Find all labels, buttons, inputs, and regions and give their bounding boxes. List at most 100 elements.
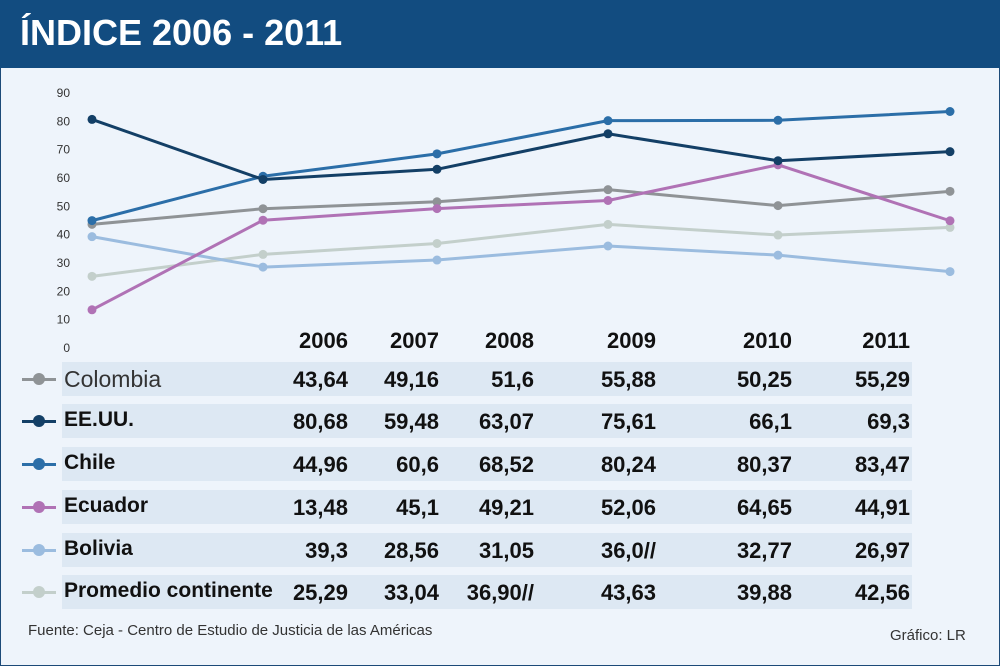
- y-tick-label: 40: [57, 228, 71, 242]
- data-point-colombia: [945, 186, 955, 196]
- data-point-bolivia: [773, 250, 783, 260]
- table-cell: 51,6: [491, 367, 534, 392]
- table-row: [62, 447, 912, 481]
- legend-marker-bolivia: [33, 544, 45, 556]
- data-point-ee-uu: [258, 174, 268, 184]
- table-cell: 42,56: [854, 580, 910, 605]
- y-tick-label: 30: [57, 256, 71, 270]
- series-line-bolivia: [91, 235, 951, 274]
- data-point-chile: [603, 116, 613, 126]
- year-header: 2007: [390, 328, 439, 353]
- data-point-colombia: [603, 185, 613, 195]
- table-cell: 43,64: [292, 367, 348, 392]
- year-header: 2009: [607, 328, 656, 353]
- y-tick-label: 50: [57, 199, 71, 213]
- table-cell: 44,91: [854, 495, 910, 520]
- series-line-ee-uu: [91, 117, 951, 181]
- table-row: [62, 533, 912, 567]
- table-cell: 49,16: [383, 367, 439, 392]
- data-point-colombia: [432, 197, 442, 207]
- data-point-bolivia: [432, 255, 442, 265]
- y-tick-label: 20: [57, 284, 71, 298]
- table-cell: 50,25: [736, 367, 792, 392]
- legend-label: Ecuador: [64, 494, 149, 517]
- table-cell: 45,1: [396, 495, 439, 520]
- y-tick-label: 70: [57, 143, 71, 157]
- table-cell: 75,61: [600, 409, 656, 434]
- table-cell: 60,6: [396, 452, 439, 477]
- source-note: Fuente: Ceja - Centro de Estudio de Just…: [28, 622, 433, 639]
- data-point-colombia: [258, 204, 268, 214]
- data-point-bolivia: [603, 241, 613, 251]
- table-cell: 39,3: [305, 538, 348, 563]
- data-point-ee-uu: [945, 147, 955, 157]
- table-cell: 80,68: [292, 409, 348, 434]
- data-point-ecuador: [258, 215, 268, 225]
- table-row: [62, 490, 912, 524]
- table-row: [62, 404, 912, 438]
- table-cell: 80,37: [736, 452, 792, 477]
- data-point-ecuador: [945, 216, 955, 226]
- data-point-chile: [87, 216, 97, 226]
- series-line-chile: [91, 110, 951, 223]
- data-point-promedio-continente: [945, 222, 955, 232]
- y-tick-label: 80: [57, 114, 71, 128]
- data-point-promedio-continente: [773, 230, 783, 240]
- data-point-promedio-continente: [87, 271, 97, 281]
- data-point-chile: [945, 107, 955, 117]
- data-point-promedio-continente: [258, 249, 268, 259]
- data-point-bolivia: [258, 262, 268, 272]
- graphic-credit: Gráfico: LR: [890, 627, 966, 644]
- data-point-ee-uu: [87, 114, 97, 124]
- table-cell: 39,88: [736, 580, 792, 605]
- legend-label: Colombia: [64, 366, 162, 392]
- table-cell: 83,47: [854, 452, 910, 477]
- data-point-colombia: [773, 201, 783, 211]
- table-cell: 52,06: [600, 495, 656, 520]
- table-cell: 36,0//: [600, 538, 656, 563]
- data-point-chile: [773, 115, 783, 125]
- table-cell: 68,52: [478, 452, 534, 477]
- year-header: 2010: [743, 328, 792, 353]
- data-point-promedio-continente: [603, 219, 613, 229]
- data-point-ee-uu: [432, 164, 442, 174]
- year-header: 2006: [299, 328, 348, 353]
- table-cell: 49,21: [478, 495, 534, 520]
- table-cell: 31,05: [478, 538, 534, 563]
- series-line-promedio-continente: [91, 222, 951, 278]
- table-cell: 63,07: [478, 409, 534, 434]
- table-cell: 44,96: [292, 452, 348, 477]
- table-row: [62, 362, 912, 396]
- chart-title: ÍNDICE 2006 - 2011: [20, 12, 343, 53]
- legend-label: Chile: [64, 451, 116, 474]
- table-cell: 80,24: [600, 452, 656, 477]
- data-point-bolivia: [87, 232, 97, 242]
- table-cell: 26,97: [854, 538, 910, 563]
- legend-marker-chile: [33, 458, 45, 470]
- data-point-bolivia: [945, 267, 955, 277]
- table-cell: 43,63: [600, 580, 656, 605]
- data-point-ee-uu: [603, 129, 613, 139]
- table-cell: 32,77: [736, 538, 792, 563]
- legend-marker-ecuador: [33, 501, 45, 513]
- data-point-ee-uu: [773, 156, 783, 166]
- data-point-ecuador: [432, 204, 442, 214]
- header-bar: ÍNDICE 2006 - 2011: [0, 0, 1000, 68]
- legend-label: EE.UU.: [64, 408, 135, 431]
- data-point-promedio-continente: [432, 238, 442, 248]
- table-cell: 33,04: [383, 580, 439, 605]
- table-row: [62, 575, 912, 609]
- legend-label: Promedio continente: [64, 579, 273, 602]
- table-cell: 69,3: [867, 409, 910, 434]
- series-line-colombia: [91, 188, 951, 226]
- legend-marker-promedio-continente: [33, 586, 45, 598]
- series-line-ecuador: [91, 163, 951, 312]
- y-tick-label: 10: [57, 313, 71, 327]
- table-cell: 64,65: [736, 495, 792, 520]
- legend-marker-ee-uu: [33, 415, 45, 427]
- table-cell: 55,29: [854, 367, 910, 392]
- data-point-ecuador: [87, 305, 97, 315]
- table-cell: 66,1: [749, 409, 792, 434]
- y-tick-label: 90: [57, 86, 71, 100]
